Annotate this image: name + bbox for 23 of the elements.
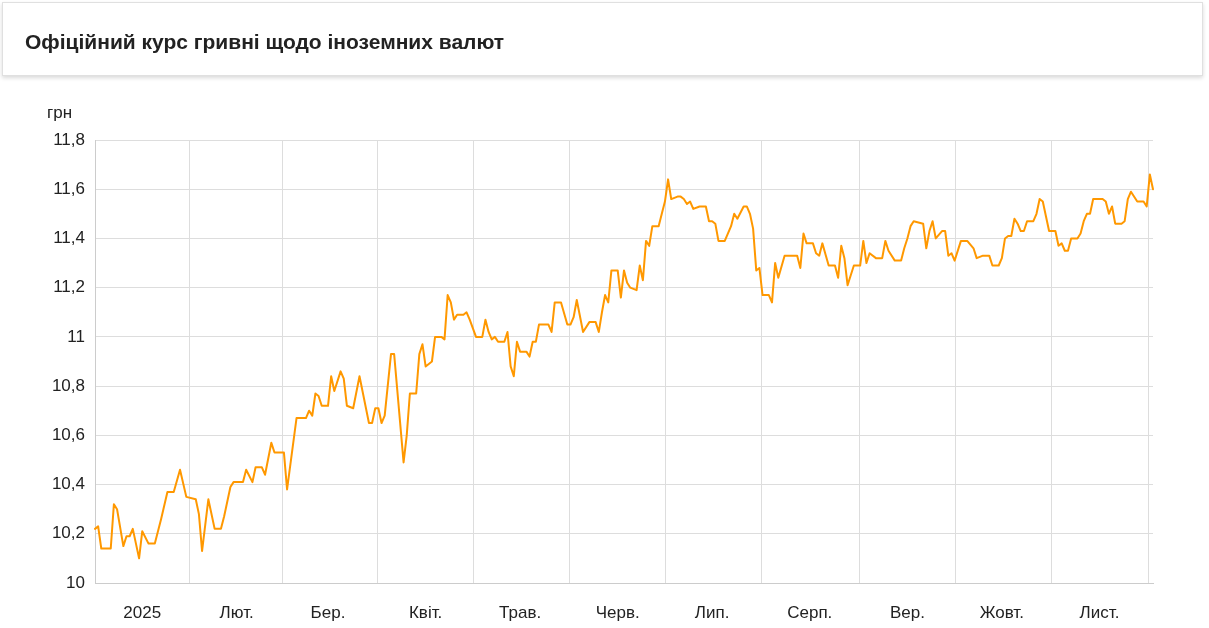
- y-tick-label: 10,2: [51, 523, 85, 543]
- y-tick-label: 10,6: [51, 425, 85, 445]
- y-tick-label: 10: [66, 572, 85, 592]
- x-tick-label: Квіт.: [408, 602, 443, 622]
- y-tick-label: 11,6: [53, 178, 85, 198]
- x-tick-label: Черв.: [595, 602, 640, 622]
- chart-title: Офіційний курс гривні щодо іноземних валют: [25, 30, 505, 54]
- x-tick-label: 2025: [123, 602, 162, 622]
- y-axis-title: грн: [47, 103, 73, 123]
- y-tick-label: 11: [67, 326, 85, 346]
- x-tick-label: Бер.: [310, 602, 346, 622]
- y-tick-label: 10,4: [51, 474, 85, 494]
- x-tick-label: Серп.: [787, 602, 833, 622]
- x-tick-label: Лют.: [219, 602, 254, 622]
- y-tick-label: 11,8: [53, 129, 85, 149]
- y-tick-label: 10,8: [51, 375, 85, 395]
- x-tick-label: Жовт.: [979, 602, 1024, 622]
- y-tick-label: 11,2: [53, 277, 85, 297]
- x-tick-label: Трав.: [499, 602, 542, 622]
- x-tick-label: Лист.: [1079, 602, 1120, 622]
- x-tick-label: Вер.: [889, 602, 925, 622]
- x-tick-label: Лип.: [694, 602, 730, 622]
- y-tick-label: 11,4: [53, 228, 85, 248]
